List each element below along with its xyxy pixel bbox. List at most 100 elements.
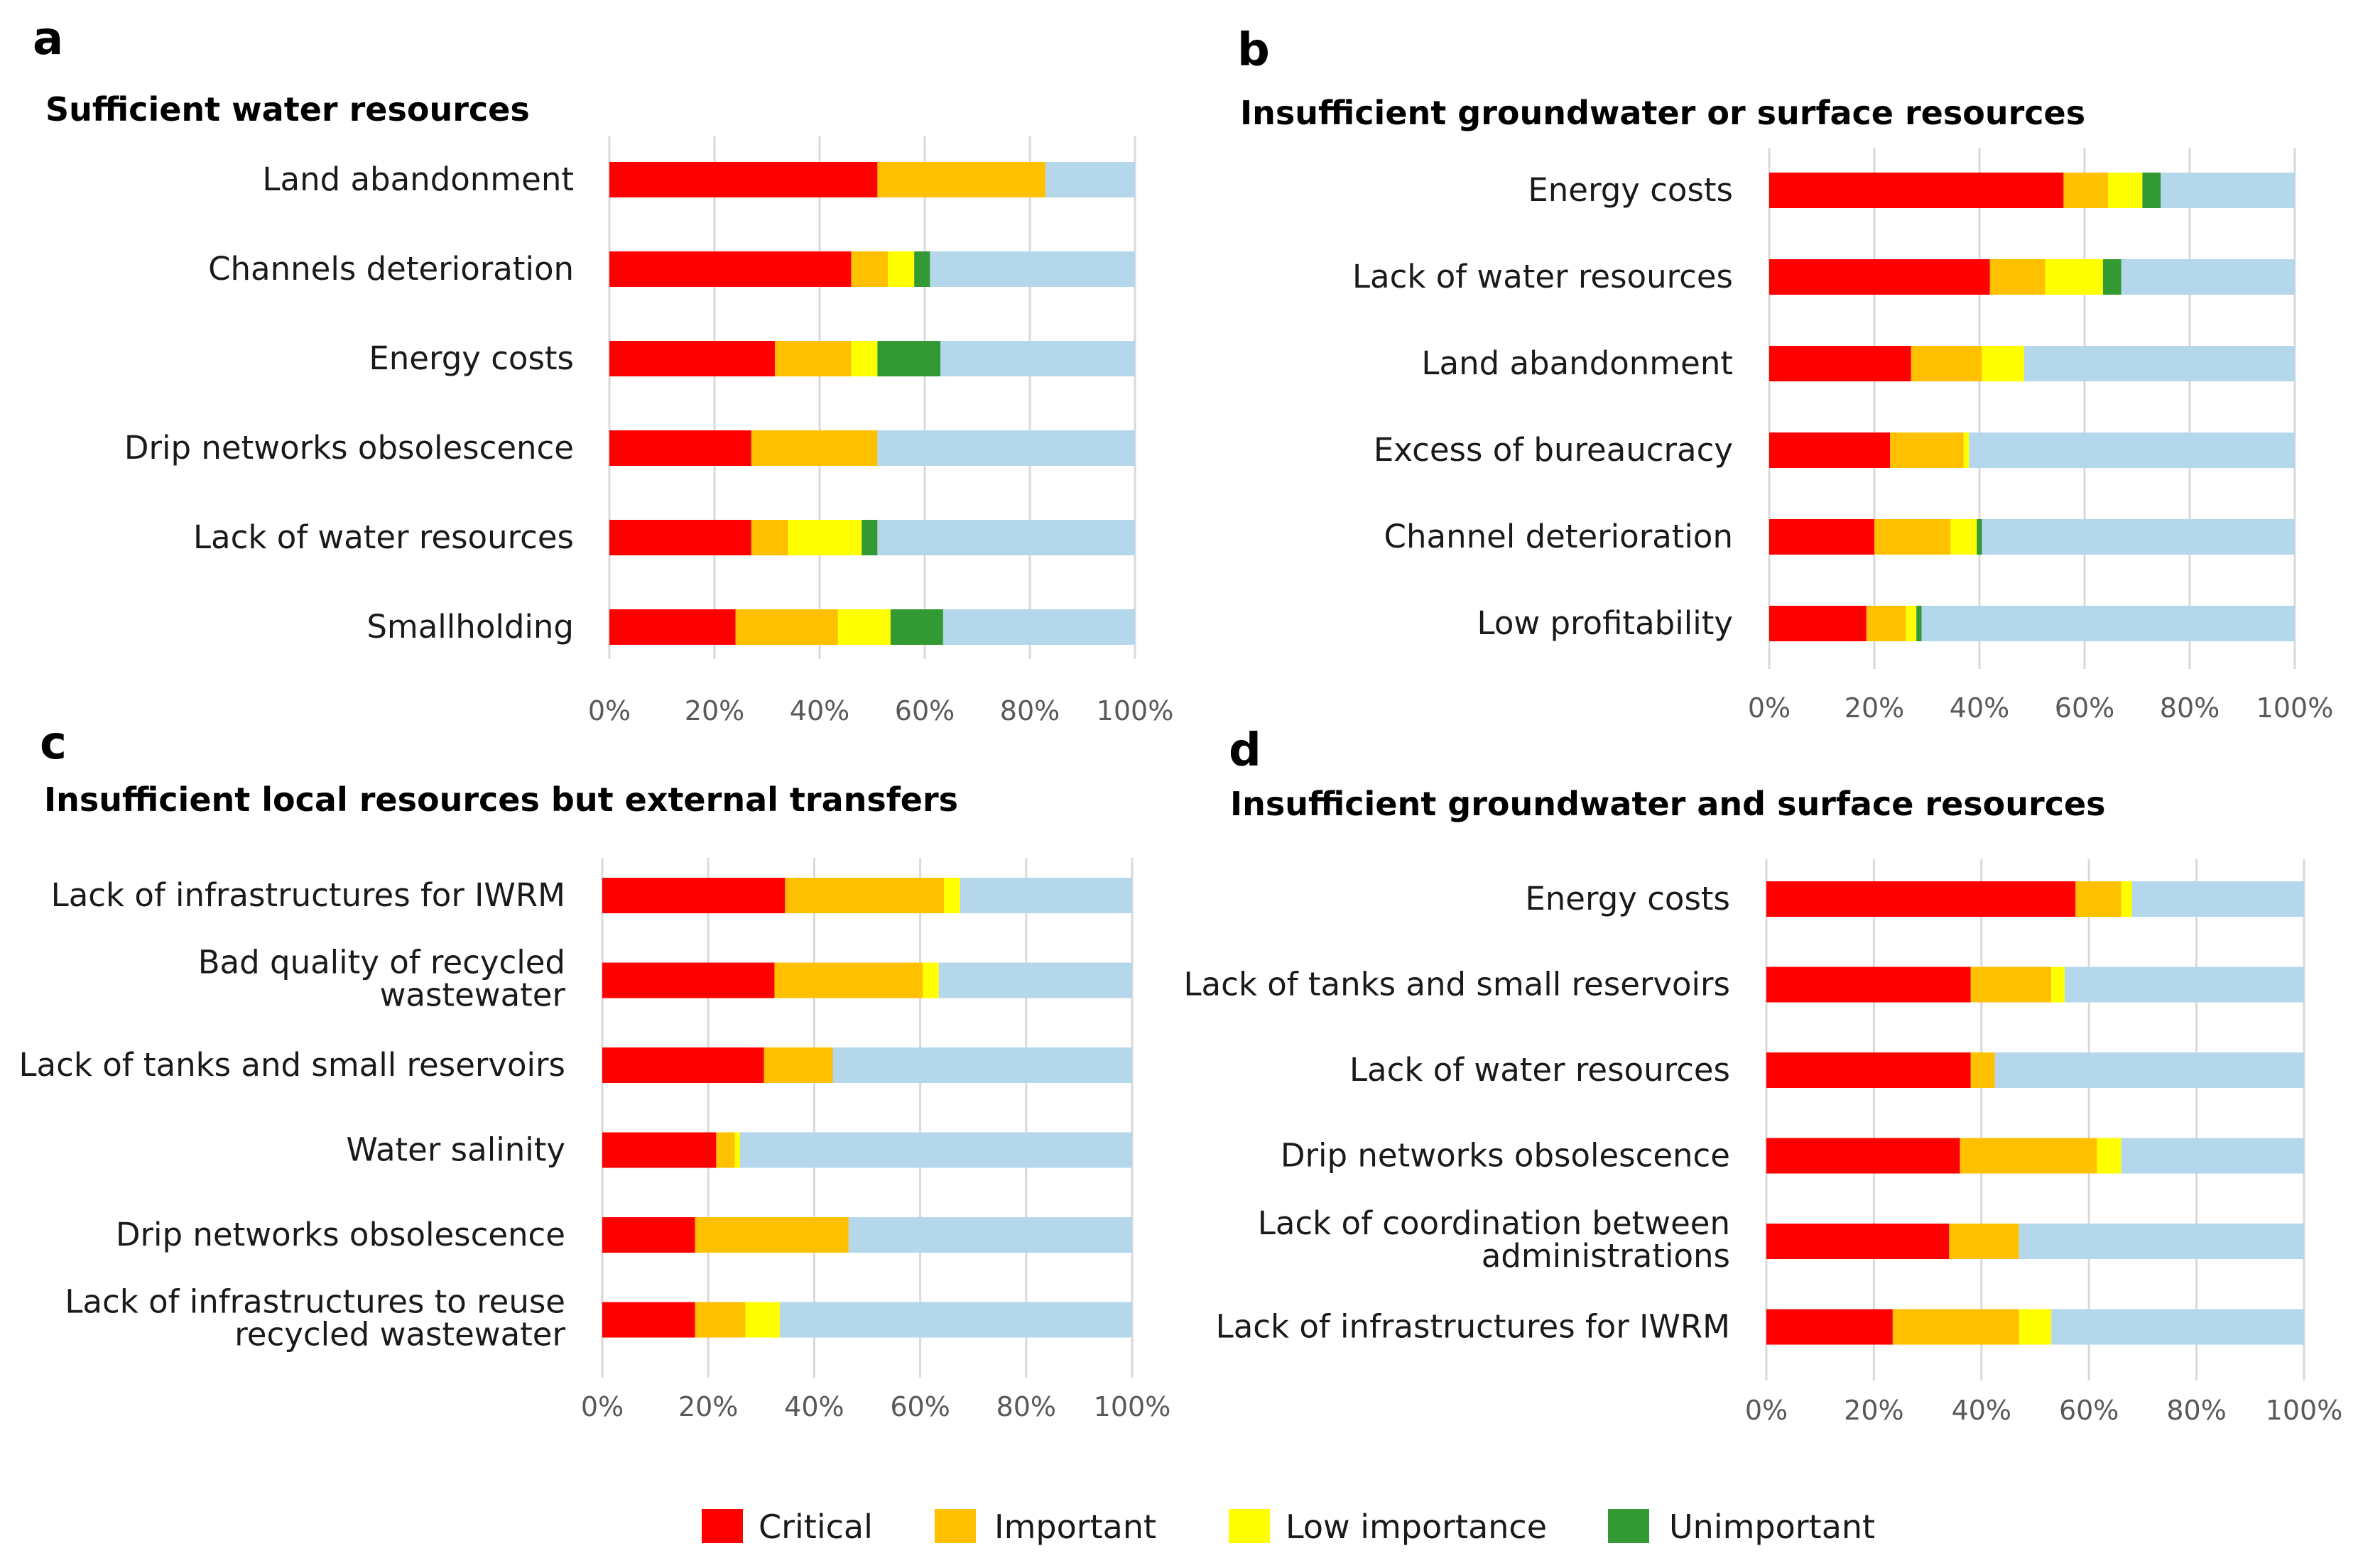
legend-label-critical: Critical [759,1508,873,1546]
x-tick-label: 0% [1745,1395,1788,1426]
bar-critical [609,251,852,287]
x-tick-label: 40% [784,1391,844,1422]
bar-critical [1766,1224,1950,1259]
bar-critical [602,878,786,913]
category-label: Channel deterioration [1384,518,1733,555]
bar-critical [609,341,776,376]
category-label: Lack of infrastructures for IWRM [1216,1308,1730,1346]
bar-important [695,1217,849,1253]
category-label: Lack of water resources [1349,1051,1730,1089]
panel-letter: c [40,717,67,770]
bar-no-answer [2121,1138,2304,1174]
bar-critical [609,520,751,555]
bar-important [1949,1224,2019,1259]
bar-critical [602,1302,695,1338]
category-label: Water salinity [346,1131,565,1169]
bar-low-importance [788,520,862,555]
bar-important [1874,519,1951,555]
bar-important [1960,1138,2097,1174]
category-label: Lack of infrastructures for IWRM [51,876,565,914]
bar-low-importance [2045,259,2103,295]
bar-important [735,609,838,645]
x-tick-label: 40% [790,695,849,726]
bar-low-importance [2019,1309,2052,1345]
bar-important [716,1132,735,1168]
bar-no-answer [1982,519,2295,555]
bar-important [1892,1309,2019,1345]
legend-swatch-unimportant [1608,1509,1649,1543]
bar-important [785,878,945,913]
category-label: Channels deterioration [208,250,574,288]
bar-low-importance [851,341,878,376]
x-tick-label: 20% [1844,1395,1903,1426]
bar-critical [1766,1138,1960,1174]
bar-no-answer [942,609,1135,645]
panel-title: Insufficient groundwater or surface reso… [1240,94,2085,132]
bar-critical [1766,881,2076,917]
category-label: Bad quality of recycled [198,944,565,981]
bar-low-importance [2121,881,2132,917]
panel-a: a Sufficient water resources 0% 20% 40% 60% 80… [33,13,1173,726]
bar-low-importance [2097,1138,2121,1174]
bar-no-answer [2051,1309,2304,1345]
panel-c: c Insufficient local resources but extern… [18,717,1170,1422]
bar-critical [609,430,751,466]
category-label: Drip networks obsolescence [1281,1137,1730,1175]
category-label: administrations [1482,1237,1730,1275]
bar-important [877,162,1046,197]
bar-no-answer [2161,173,2295,208]
bar-critical [1769,346,1911,381]
x-tick-label: 40% [1950,692,2009,724]
bar-no-answer [1994,1052,2304,1088]
bar-critical [1769,519,1874,555]
bar-critical [1766,967,1971,1003]
bar-no-answer [832,1047,1132,1083]
bar-important [751,520,788,555]
category-label: Low profitability [1477,604,1733,642]
bar-no-answer [2019,1224,2304,1259]
bar-no-answer [938,962,1132,998]
bar-important [695,1302,746,1338]
x-tick-label: 100% [2256,692,2334,724]
x-tick-label: 60% [890,1391,950,1422]
bar-critical [609,609,736,645]
bar-critical [602,1217,695,1253]
panel-b: b Insufficient groundwater or surface res… [1237,24,2333,724]
bar-critical [1769,606,1867,641]
bar-no-answer [1921,606,2295,641]
category-label: Lack of water resources [193,518,574,556]
bar-low-importance [1982,346,2024,381]
x-tick-label: 20% [678,1391,738,1422]
bar-important [2075,881,2121,917]
bar-no-answer [940,341,1135,376]
legend-swatch-low-importance [1229,1509,1270,1543]
bar-no-answer [2065,967,2304,1003]
bar-unimportant [914,251,930,287]
category-label: Lack of infrastructures to reuse [65,1283,565,1321]
x-tick-label: 0% [581,1391,624,1422]
bar-critical [1769,432,1891,468]
x-tick-label: 80% [2160,692,2220,724]
bar-critical [1766,1052,1971,1088]
x-tick-label: 20% [685,695,744,726]
category-label: Energy costs [369,339,574,377]
bar-important [1970,967,2052,1003]
x-tick-label: 80% [2166,1395,2226,1426]
x-tick-label: 60% [2059,1395,2119,1426]
bar-important [774,962,923,998]
x-tick-label: 20% [1844,692,1904,724]
x-tick-label: 100% [1094,1391,1171,1422]
bar-low-importance [923,962,939,998]
x-tick-label: 80% [1000,695,1060,726]
bar-important [1911,346,1982,381]
category-label: Energy costs [1525,880,1730,918]
category-label: Energy costs [1528,171,1733,209]
bar-no-answer [1969,432,2295,468]
bar-important [1866,606,1906,641]
bar-unimportant [862,520,878,555]
bar-critical [602,1047,764,1083]
category-label: Land abandonment [262,160,574,198]
category-label: Drip networks obsolescence [124,429,574,467]
bar-unimportant [2102,259,2121,295]
